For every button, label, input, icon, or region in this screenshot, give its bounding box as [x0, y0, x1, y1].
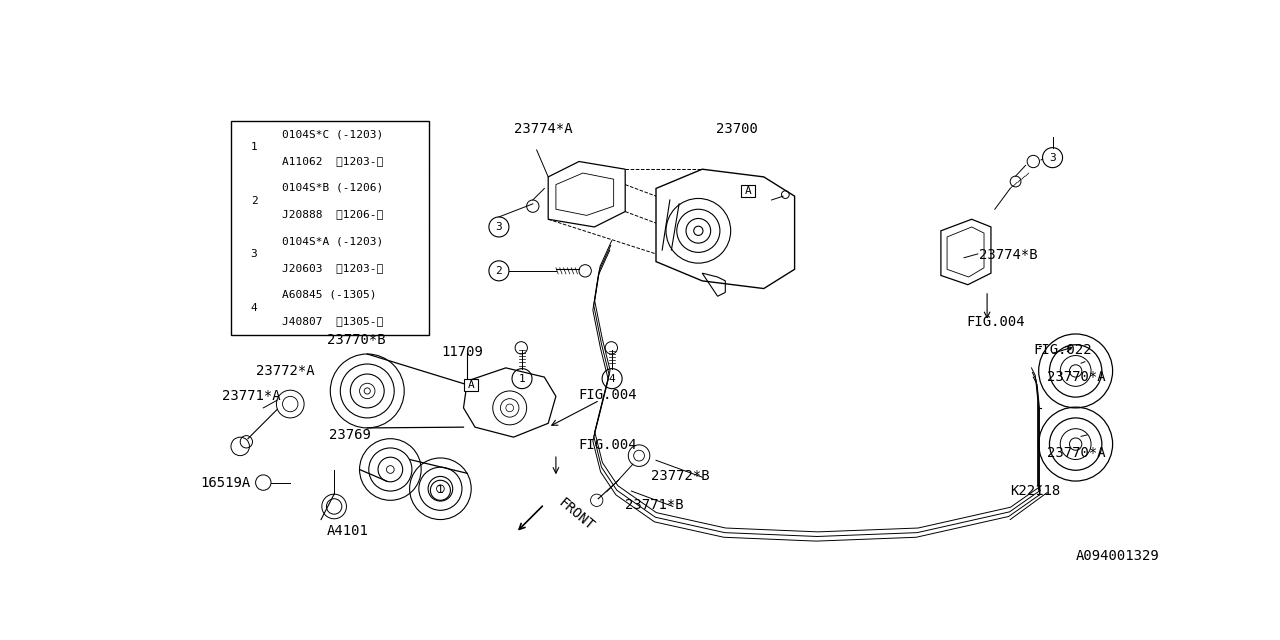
Text: 3: 3: [1050, 153, 1056, 163]
Text: FIG.004: FIG.004: [966, 315, 1025, 329]
Text: 23771*A: 23771*A: [221, 389, 280, 403]
Text: 23770*A: 23770*A: [1047, 445, 1106, 460]
Text: 3: 3: [251, 250, 257, 259]
Text: 2: 2: [495, 266, 502, 276]
Text: A094001329: A094001329: [1075, 548, 1160, 563]
Text: 23700: 23700: [716, 122, 758, 136]
Text: 16519A: 16519A: [200, 476, 251, 490]
Text: 23774*B: 23774*B: [979, 248, 1038, 262]
Text: 0104S*B (-1206): 0104S*B (-1206): [282, 182, 383, 193]
Text: 23770*B: 23770*B: [328, 333, 385, 347]
Text: A4101: A4101: [328, 524, 369, 538]
Text: A: A: [467, 380, 475, 390]
Bar: [465, 379, 479, 391]
Text: 4: 4: [609, 374, 616, 383]
Text: FIG.004: FIG.004: [579, 388, 637, 402]
Text: 0104S*C (-1203): 0104S*C (-1203): [282, 129, 383, 139]
Text: 11709: 11709: [442, 346, 483, 360]
Text: J20888  〈1206-〉: J20888 〈1206-〉: [282, 209, 383, 220]
Text: 3: 3: [495, 222, 502, 232]
Text: 1: 1: [251, 143, 257, 152]
Text: K22118: K22118: [1010, 484, 1060, 498]
Text: A60845 (-1305): A60845 (-1305): [282, 290, 376, 300]
Text: 2: 2: [251, 196, 257, 206]
Text: 23772*B: 23772*B: [652, 468, 710, 483]
Text: J40807  〈1305-〉: J40807 〈1305-〉: [282, 316, 383, 326]
Text: 4: 4: [251, 303, 257, 313]
Text: 23770*A: 23770*A: [1047, 370, 1106, 384]
Text: 1: 1: [436, 485, 444, 495]
Text: 0104S*A (-1203): 0104S*A (-1203): [282, 236, 383, 246]
Text: FIG.022: FIG.022: [1033, 343, 1092, 357]
Text: A: A: [745, 186, 751, 196]
Text: 1: 1: [518, 374, 525, 383]
Text: 23771*B: 23771*B: [625, 498, 684, 512]
Bar: [230, 121, 429, 335]
Text: A11062  〈1203-〉: A11062 〈1203-〉: [282, 156, 383, 166]
Text: 23774*A: 23774*A: [513, 122, 572, 136]
Text: 23769: 23769: [329, 428, 371, 442]
Text: FRONT: FRONT: [556, 495, 596, 533]
Text: FIG.004: FIG.004: [579, 438, 637, 452]
Text: 23772*A: 23772*A: [256, 364, 314, 378]
Bar: [741, 184, 755, 197]
Text: J20603  〈1203-〉: J20603 〈1203-〉: [282, 263, 383, 273]
